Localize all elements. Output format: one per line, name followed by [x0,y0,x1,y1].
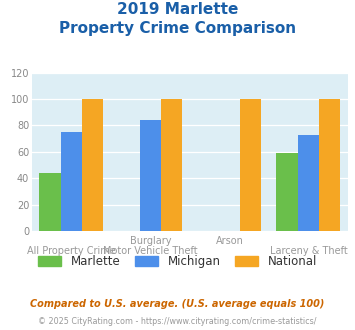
Text: Burglary: Burglary [130,236,171,246]
Legend: Marlette, Michigan, National: Marlette, Michigan, National [33,250,322,273]
Bar [298,135,319,231]
Text: Arson: Arson [215,236,244,246]
Text: 2019 Marlette: 2019 Marlette [117,2,238,16]
Text: © 2025 CityRating.com - https://www.cityrating.com/crime-statistics/: © 2025 CityRating.com - https://www.city… [38,317,317,326]
Bar [61,132,82,231]
Bar [140,120,161,231]
Bar [82,99,103,231]
Bar [277,153,298,231]
Text: Motor Vehicle Theft: Motor Vehicle Theft [103,246,198,256]
Text: Compared to U.S. average. (U.S. average equals 100): Compared to U.S. average. (U.S. average … [30,299,325,309]
Text: Larceny & Theft: Larceny & Theft [269,246,347,256]
Bar [161,99,182,231]
Bar [240,99,261,231]
Text: Property Crime Comparison: Property Crime Comparison [59,21,296,36]
Bar [319,99,340,231]
Text: All Property Crime: All Property Crime [27,246,116,256]
Bar [39,173,61,231]
